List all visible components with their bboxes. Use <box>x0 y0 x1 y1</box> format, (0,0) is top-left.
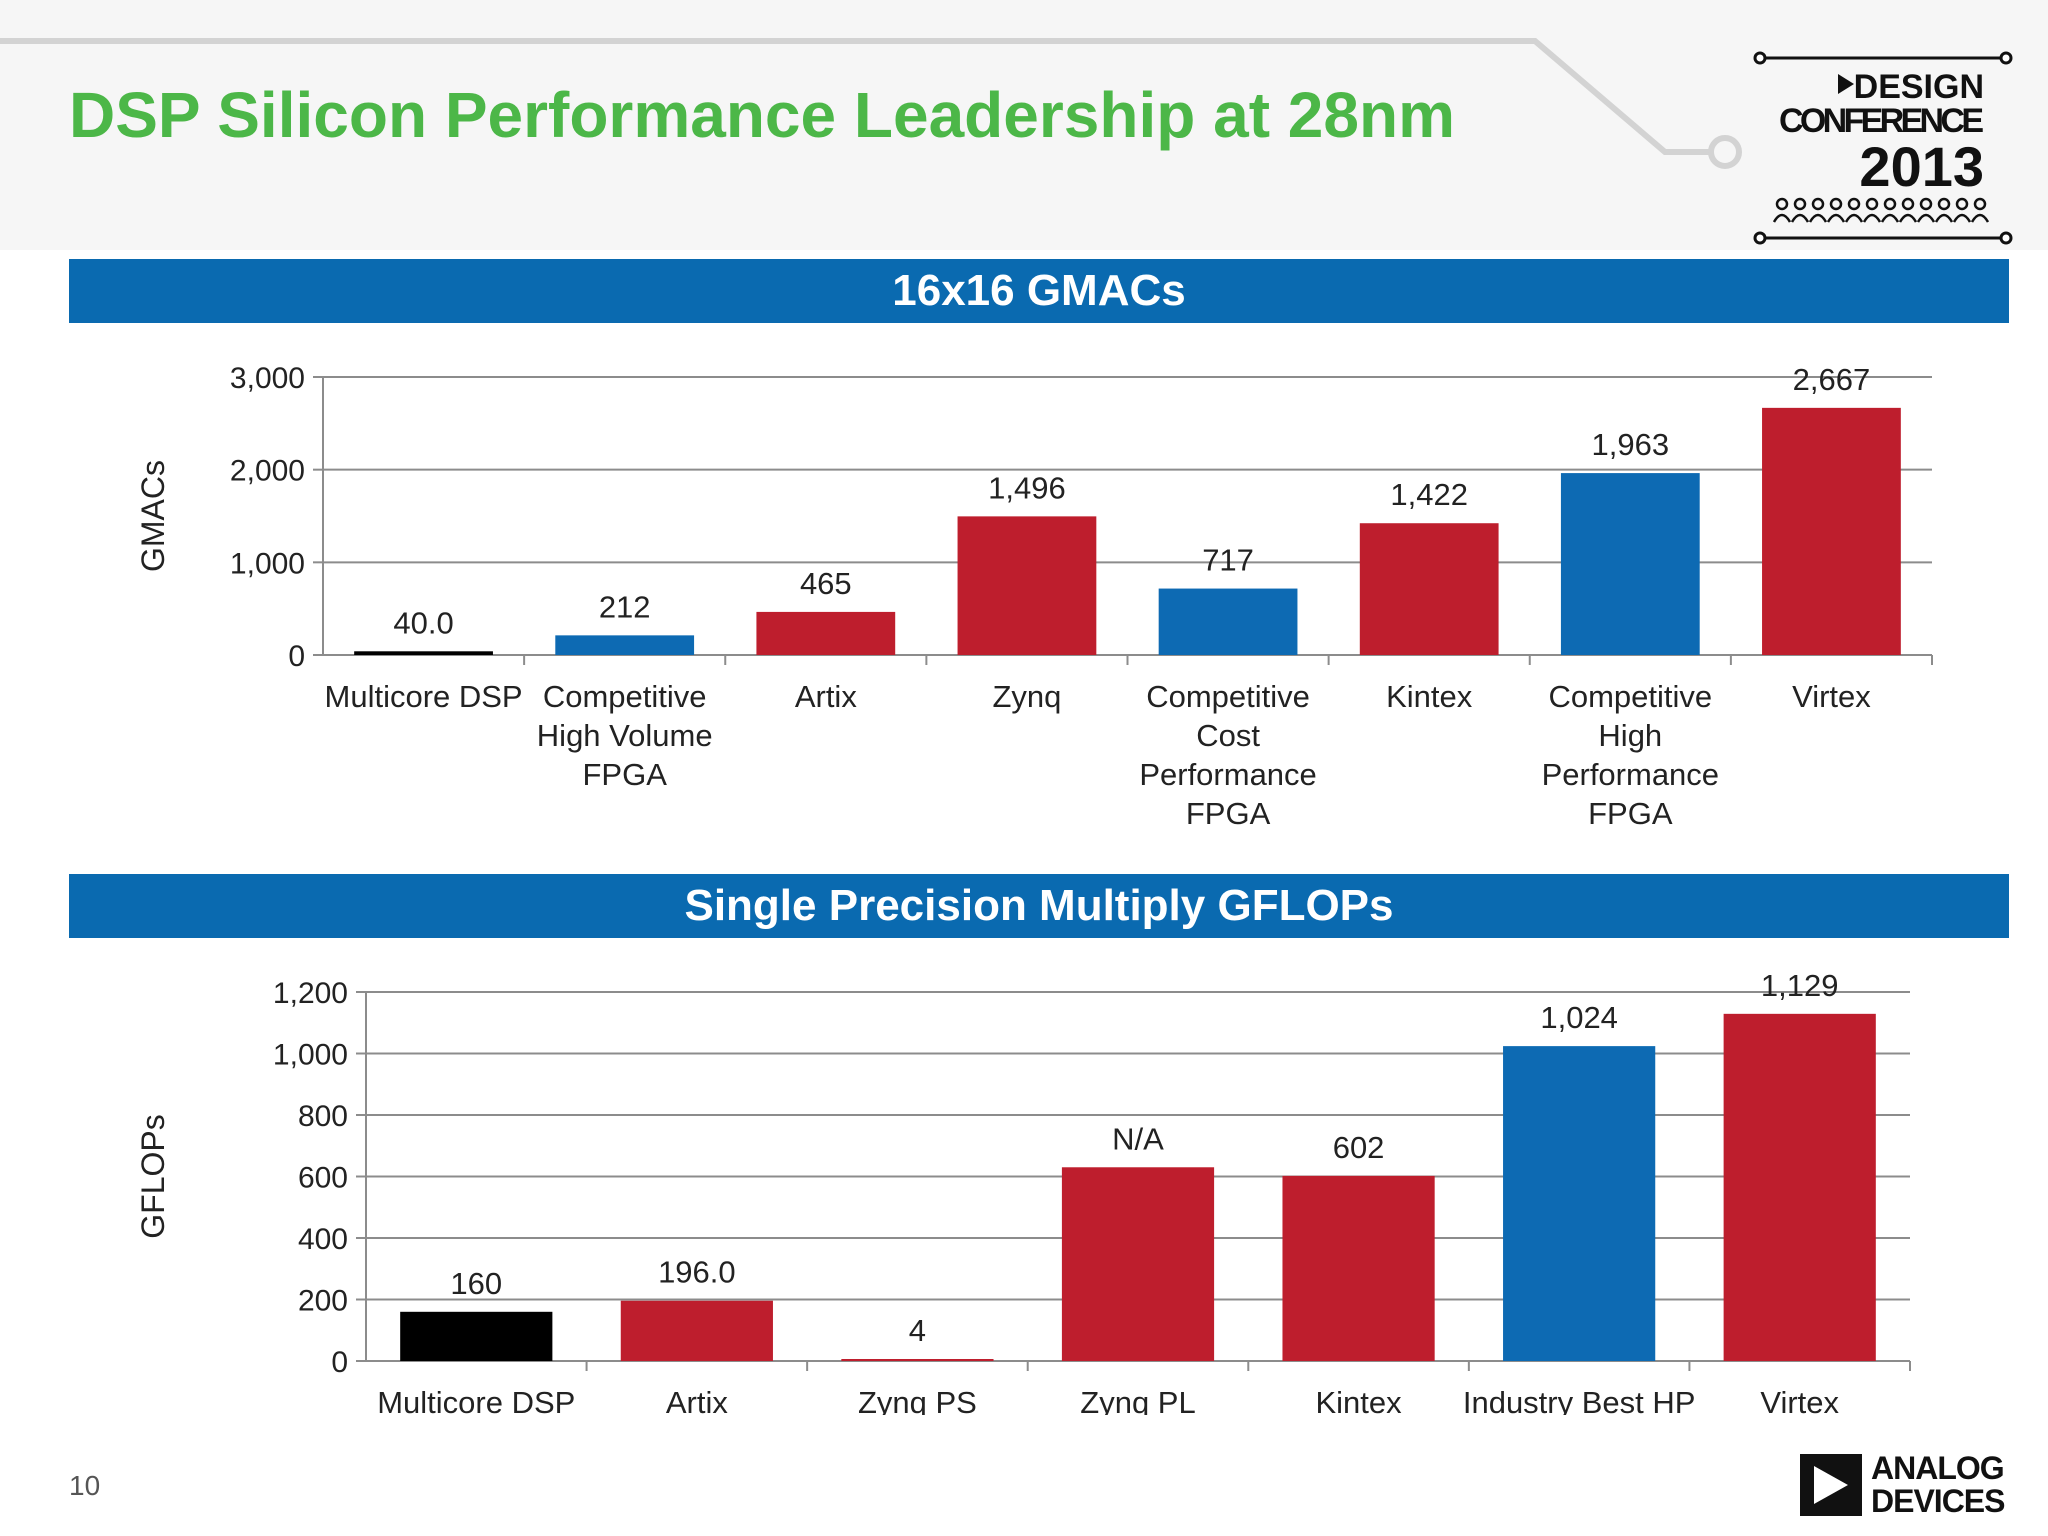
data-label: 2,667 <box>1793 362 1871 397</box>
category-label: Competitive <box>1146 679 1310 714</box>
data-label: N/A <box>1112 1121 1164 1156</box>
category-label: Virtex <box>1760 1385 1839 1415</box>
y-tick-label: 1,000 <box>273 1039 348 1072</box>
category-label: Competitive <box>1548 679 1712 714</box>
people-icon <box>1772 197 1990 223</box>
category-label: FPGA <box>582 757 667 792</box>
y-tick-label: 1,200 <box>273 977 348 1010</box>
category-label: Kintex <box>1315 1385 1402 1415</box>
y-tick-label: 800 <box>298 1100 348 1133</box>
bar <box>841 1359 994 1361</box>
gflops-bar-chart: 0 200 400 600 800 1,000 1,200 160 Multicore DSP 1… <box>135 968 1911 1415</box>
bar <box>555 635 695 655</box>
data-label: 40.0 <box>393 605 453 640</box>
category-label: Multicore DSP <box>377 1385 575 1415</box>
logo-line-1: DESIGN <box>1854 68 1984 106</box>
y-tick-label: 600 <box>298 1162 348 1195</box>
design-conference-logo: DESIGN CONFERENCE 2013 <box>1753 51 2013 245</box>
bar <box>1503 1046 1656 1361</box>
y-tick-label: 0 <box>288 640 305 673</box>
data-label: 1,024 <box>1540 1000 1618 1035</box>
chart-1-title-banner: 16x16 GMACs <box>69 259 2009 323</box>
bar <box>1061 1167 1215 1361</box>
data-label: 1,422 <box>1390 477 1468 512</box>
company-name-line-2: DEVICES <box>1871 1483 2005 1519</box>
bar <box>400 1311 553 1361</box>
bar <box>1359 523 1499 655</box>
y-tick-label: 200 <box>298 1285 348 1318</box>
y-axis-title: GFLOPs <box>135 1114 171 1238</box>
category-label: FPGA <box>1186 796 1271 831</box>
gmacs-bar-chart: 0 1,000 2,000 3,000 40.0 Multicore DSP 212 Comp… <box>135 362 1933 831</box>
company-name-line-1: ANALOG <box>1871 1450 2005 1486</box>
y-tick-label: 400 <box>298 1223 348 1256</box>
data-label: 717 <box>1202 543 1254 578</box>
data-label: 1,963 <box>1592 427 1670 462</box>
slide-title: DSP Silicon Performance Leadership at 28… <box>69 79 1455 151</box>
data-label: 1,129 <box>1761 968 1839 1003</box>
y-tick-label: 0 <box>331 1346 348 1379</box>
y-axis-title: GMACs <box>135 460 171 572</box>
category-label: Kintex <box>1386 679 1473 714</box>
data-label: 196.0 <box>658 1255 736 1290</box>
data-label: 212 <box>599 589 651 624</box>
bar <box>354 651 493 655</box>
category-label: FPGA <box>1588 796 1673 831</box>
y-tick-label: 3,000 <box>230 362 305 395</box>
data-label: 1,496 <box>988 470 1066 505</box>
category-label: Industry Best HP <box>1463 1385 1696 1415</box>
bar <box>1723 1013 1876 1361</box>
bar <box>1158 588 1298 655</box>
category-label: High Volume <box>537 718 713 753</box>
category-label: Artix <box>666 1385 729 1415</box>
bar <box>1282 1175 1435 1361</box>
circuit-decoration <box>0 38 1742 169</box>
bar <box>1762 407 1901 655</box>
bar <box>957 516 1097 655</box>
category-label: Zynq PS <box>858 1385 977 1415</box>
category-label: Virtex <box>1792 679 1871 714</box>
category-label: Multicore DSP <box>325 679 523 714</box>
bar <box>620 1300 773 1361</box>
category-label: Artix <box>795 679 858 714</box>
analog-devices-wordmark: ANALOG DEVICES <box>1871 1450 2005 1519</box>
data-label: 465 <box>800 566 852 601</box>
bar <box>1560 473 1700 655</box>
chart-2-title-banner: Single Precision Multiply GFLOPs <box>69 874 2009 938</box>
category-label: Performance <box>1139 757 1316 792</box>
page-number: 10 <box>69 1470 101 1501</box>
category-label: Competitive <box>543 679 707 714</box>
bar <box>756 611 896 655</box>
data-label: 4 <box>909 1313 926 1348</box>
category-label: Cost <box>1196 718 1260 753</box>
category-label: Zynq PL <box>1080 1385 1195 1415</box>
data-label: 602 <box>1333 1130 1385 1165</box>
category-label: Performance <box>1542 757 1719 792</box>
category-label: High <box>1598 718 1662 753</box>
logo-line-2: CONFERENCE <box>1779 102 1984 140</box>
analog-devices-logo-icon <box>1800 1454 1862 1516</box>
data-label: 160 <box>450 1266 502 1301</box>
y-tick-label: 2,000 <box>230 455 305 488</box>
category-label: Zynq <box>992 679 1061 714</box>
y-tick-label: 1,000 <box>230 547 305 580</box>
logo-line-3: 2013 <box>1859 135 1984 198</box>
